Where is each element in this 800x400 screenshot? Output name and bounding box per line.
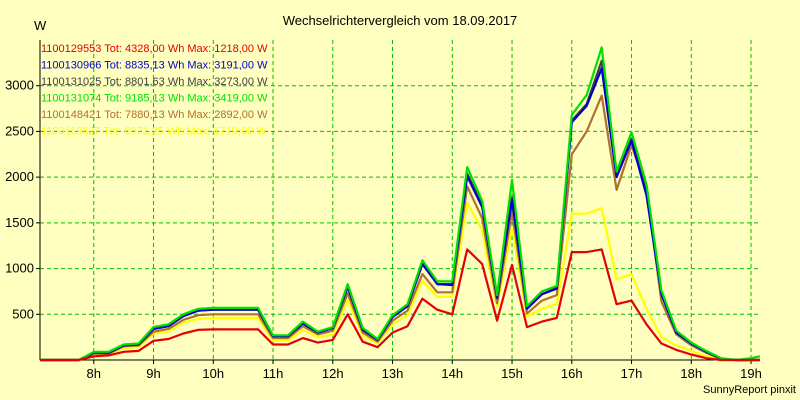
y-ticks: 500 1000 1500 2000 2500 3000 (5, 78, 40, 321)
x-tick-label: 13h (382, 366, 404, 381)
y-tick-label: 1000 (5, 261, 34, 276)
credit-text: SunnyReport pinxit (703, 384, 796, 396)
x-tick-label: 9h (146, 366, 160, 381)
legend-entry-1: 1100129553 Tot: 4328,00 Wh Max: 1218,00 … (41, 43, 268, 55)
x-tick-label: 10h (202, 366, 224, 381)
series-line-1 (40, 248, 760, 362)
x-tick-label: 12h (322, 366, 344, 381)
grid (40, 40, 760, 360)
y-tick-label: 3000 (5, 78, 34, 93)
series-lines (40, 46, 761, 362)
x-tick-label: 17h (621, 366, 643, 381)
x-tick-label: 19h (740, 366, 762, 381)
series-line-4 (40, 46, 761, 362)
chart-title: Wechselrichtervergleich vom 18.09.2017 (283, 13, 518, 28)
legend-entry-2: 1100130966 Tot: 8835,13 Wh Max: 3191,00 … (41, 60, 268, 72)
x-tick-label: 15h (501, 366, 523, 381)
y-tick-label: 2500 (5, 123, 34, 138)
y-tick-label: 500 (12, 306, 34, 321)
x-tick-label: 11h (263, 366, 284, 381)
legend-entry-3: 1100131025 Tot: 8801,63 Wh Max: 3273,00 … (41, 76, 268, 88)
x-tick-label: 8h (87, 366, 101, 381)
y-tick-label: 2000 (5, 169, 34, 184)
series-line-6 (40, 201, 760, 362)
x-tick-label: 16h (561, 366, 583, 381)
x-tick-label: 14h (441, 366, 463, 381)
series-line-2 (40, 67, 760, 362)
x-ticks: 8h 9h 10h 11h 12h 13h 14h 15h 16h 17h 18h 19h (87, 360, 762, 381)
legend-entry-5: 1100148421 Tot: 7880,13 Wh Max: 2892,00 … (41, 109, 268, 121)
legend-entry-4: 1100131074 Tot: 9185,13 Wh Max: 3419,00 … (41, 93, 268, 105)
y-tick-label: 1500 (5, 215, 34, 230)
x-tick-label: 18h (680, 366, 702, 381)
legend: 1100129553 Tot: 4328,00 Wh Max: 1218,00 … (41, 43, 268, 138)
y-axis-label: W (34, 18, 47, 33)
legend-entry-6: 1100119827 Tot: 6071,25 Wh Max: 1719,00 … (41, 126, 267, 138)
